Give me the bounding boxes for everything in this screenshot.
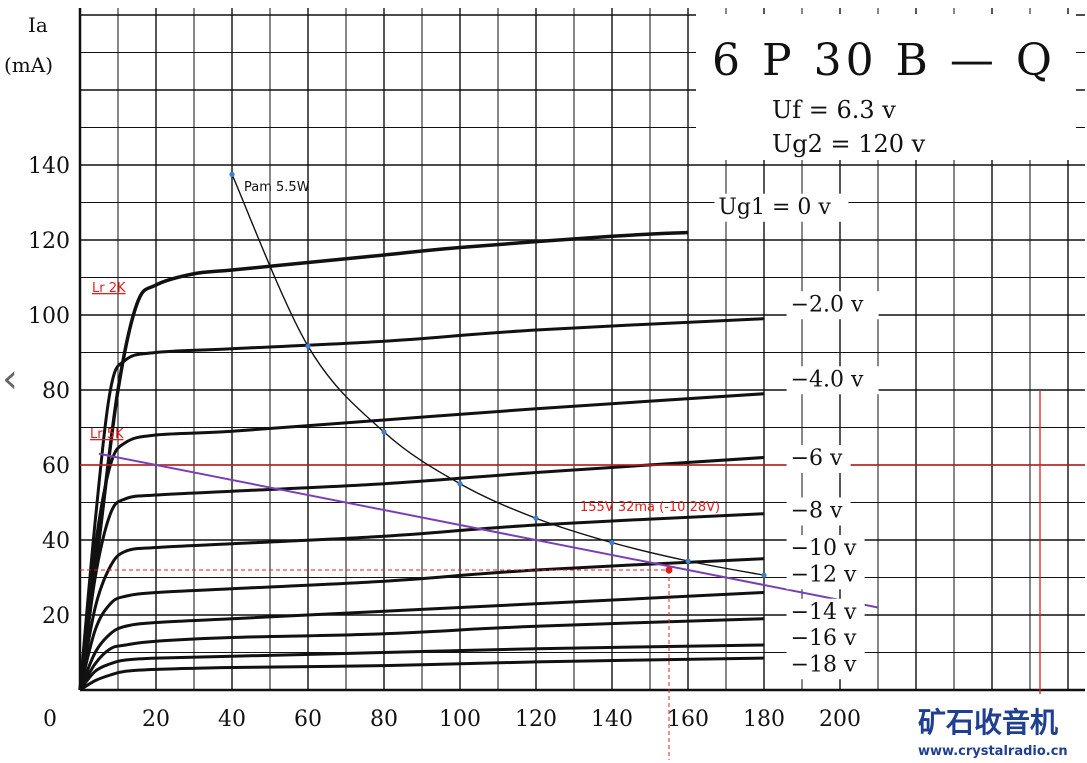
x-tick-label: 20 <box>142 707 170 732</box>
curve-label-bg <box>786 535 865 563</box>
power-curve-point <box>685 558 691 564</box>
load-2k-label: Lr 2K <box>92 281 126 296</box>
curve-label: −8 v <box>791 499 843 524</box>
curve-label-bg <box>786 625 865 653</box>
power-curve-point <box>229 171 235 177</box>
chevron-left-icon[interactable]: ‹ <box>2 356 18 402</box>
curve-label: Ug1 = 0 v <box>718 195 831 220</box>
x-tick-label: 120 <box>515 707 557 732</box>
tick-labels: 0 20 40 60 80 100 120 140 160 180 200 20 40 60 80 100 12… <box>28 154 861 732</box>
x-tick-label: 0 <box>43 707 57 732</box>
y-tick-label: 120 <box>28 229 70 254</box>
x-tick-label: 200 <box>819 707 861 732</box>
y-tick-label: 100 <box>28 304 70 329</box>
series-line-0v <box>78 230 689 691</box>
curve-label-bg <box>786 651 865 680</box>
curve-label: −2.0 v <box>791 292 864 317</box>
grid <box>80 8 1085 690</box>
series-line-8v <box>78 512 765 691</box>
power-curve-point <box>761 572 767 578</box>
watermark-box <box>912 700 1087 763</box>
curve-label-bg <box>786 598 865 627</box>
x-tick-label: 100 <box>439 707 481 732</box>
power-curve-point <box>533 515 539 521</box>
x-tick-label: 60 <box>294 707 322 732</box>
power-curve <box>231 174 765 576</box>
curve-labels: Ug1 = 0 v −2.0 v −4.0 v −6 v −8 v −10 v−12 v −… <box>714 193 879 680</box>
curve-label: −4.0 v <box>791 367 864 392</box>
y-axis-unit: (mA) <box>4 53 53 77</box>
curve-label-bg <box>786 497 851 526</box>
x-tick-label: 140 <box>591 707 633 732</box>
x-tick-label: 80 <box>370 707 398 732</box>
x-tick-label: 160 <box>667 707 709 732</box>
title-box <box>696 14 1076 160</box>
y-axis-symbol: Ia <box>28 13 48 37</box>
operating-point-marker <box>665 566 673 574</box>
power-curve-point <box>305 343 311 349</box>
chart-title: 6 P 30 B — Q <box>712 35 1056 86</box>
curve-label: −14 v <box>791 600 857 625</box>
y-tick-label: 20 <box>42 604 70 629</box>
power-curve-point <box>457 481 463 487</box>
curve-label-bg <box>786 445 851 473</box>
curve-label: −6 v <box>791 446 843 471</box>
condition-ug2: Ug2 = 120 v <box>772 130 926 158</box>
power-curve-point <box>609 540 615 546</box>
operating-point-label: 155V 32ma (-10.28V) <box>580 500 720 515</box>
series-line-6v <box>78 456 765 691</box>
curve-label-bg <box>786 366 879 395</box>
load-line <box>98 452 879 609</box>
curve-label: −18 v <box>791 652 857 677</box>
y-tick-label: 140 <box>28 154 70 179</box>
series-line-12v <box>78 591 765 691</box>
x-tick-label: 40 <box>218 707 246 732</box>
series-line-18v <box>79 656 765 692</box>
power-curve-label: Pam 5.5W <box>244 180 310 195</box>
y-tick-label: 40 <box>42 529 70 554</box>
curve-label: −10 v <box>791 536 857 561</box>
watermark-url: www.crystalradio.cn <box>918 744 1068 759</box>
condition-uf: Uf = 6.3 v <box>772 96 896 124</box>
y-tick-label: 80 <box>42 379 70 404</box>
axes <box>78 8 1085 692</box>
y-tick-label: 60 <box>42 454 70 479</box>
curve-label: −16 v <box>791 626 857 651</box>
series-line-4.0v <box>78 392 765 691</box>
power-curve-point <box>381 429 387 435</box>
curve-label: −12 v <box>791 562 857 587</box>
series-line-14v <box>78 617 765 691</box>
series-line-16v <box>78 643 765 691</box>
curve-label-bg <box>714 193 849 222</box>
curve-label-bg <box>786 561 865 590</box>
x-tick-label: 180 <box>743 707 785 732</box>
annotation-overlays <box>80 171 1085 760</box>
series-line-2.0v <box>78 317 765 691</box>
watermark-logo: 矿石收音机 <box>918 706 1058 739</box>
load-5k-label: Lr 5K <box>90 427 124 442</box>
curve-label-bg <box>786 291 879 320</box>
